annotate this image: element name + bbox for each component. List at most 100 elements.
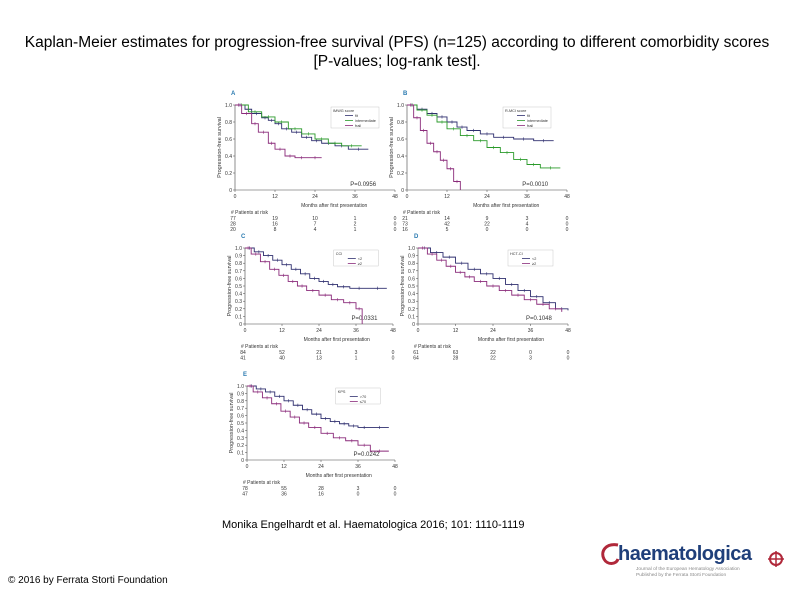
y-tick-label: 0.3 bbox=[408, 299, 415, 305]
legend-entry: ≥2 bbox=[532, 262, 536, 266]
risk-table-cell: 0 bbox=[486, 227, 489, 233]
y-axis-label: Progression-free survival bbox=[400, 256, 406, 317]
panel-letter: B bbox=[403, 91, 408, 97]
y-tick-label: 0.5 bbox=[237, 421, 244, 427]
y-tick-label: 0.4 bbox=[237, 428, 244, 434]
x-axis-label: Months after first presentation bbox=[478, 337, 544, 343]
x-tick-label: 36 bbox=[355, 464, 361, 470]
journal-name: haematologica bbox=[618, 543, 752, 565]
km-panel-a: A00.20.40.60.81.00 12 24 36 48Progression-fr… bbox=[217, 91, 398, 233]
journal-emblem-icon bbox=[768, 551, 784, 567]
km-curve-intermediate bbox=[407, 104, 561, 169]
legend-title: CCI bbox=[336, 252, 343, 256]
risk-table-cell: 19 bbox=[272, 216, 278, 222]
y-axis-label: Progression-free survival bbox=[389, 117, 395, 178]
km-curve-2 bbox=[418, 247, 563, 312]
risk-table-cell: 21 bbox=[402, 216, 408, 222]
y-tick-label: 0.8 bbox=[408, 261, 415, 267]
legend-box bbox=[502, 106, 552, 129]
risk-table-cell: 78 bbox=[242, 486, 248, 492]
p-value: P=0.0331 bbox=[352, 316, 379, 322]
p-value: P=0.0242 bbox=[354, 452, 381, 458]
km-panel-c: C 0 0.10.2 0.30.4 0.5 0.60.7 0.80.9 1.0 0 12 24 36 4… bbox=[227, 234, 396, 362]
journal-swirl-icon bbox=[601, 543, 620, 565]
y-tick-label: 0.2 bbox=[235, 307, 242, 313]
x-axis-label: Months after first presentation bbox=[306, 473, 372, 479]
x-tick-label: 12 bbox=[281, 464, 287, 470]
risk-table-cell: 0 bbox=[394, 227, 397, 233]
legend-entry: <2 bbox=[532, 257, 536, 261]
y-axis-label: Progression-free survival bbox=[227, 256, 233, 317]
panel-letter: A bbox=[231, 91, 236, 97]
x-tick-label: 0 bbox=[244, 328, 247, 334]
risk-table-cell: 22 bbox=[490, 350, 496, 356]
risk-table-cell: 2 bbox=[354, 222, 357, 228]
y-tick-label: 0.2 bbox=[225, 171, 232, 177]
y-tick-label: 0.8 bbox=[235, 261, 242, 267]
x-tick-label: 36 bbox=[353, 328, 359, 334]
y-tick-label: 0.6 bbox=[408, 276, 415, 282]
risk-table-label: # Patients at risk bbox=[231, 210, 268, 216]
x-tick-label: 24 bbox=[490, 328, 496, 334]
risk-table-cell: 52 bbox=[279, 350, 285, 356]
x-axis-label: Months after first presentation bbox=[301, 203, 367, 209]
x-tick-label: 0 bbox=[234, 194, 237, 200]
legend-title: HCT-CI bbox=[510, 252, 523, 256]
risk-table-cell: 0 bbox=[566, 222, 569, 228]
legend-box bbox=[330, 106, 380, 129]
risk-table-cell: 21 bbox=[316, 350, 322, 356]
x-tick-label: 48 bbox=[392, 194, 398, 200]
y-tick-label: 0.9 bbox=[235, 254, 242, 260]
risk-table-cell: 0 bbox=[392, 350, 395, 356]
x-tick-label: 0 bbox=[406, 194, 409, 200]
legend-entry: >70 bbox=[360, 395, 366, 399]
y-tick-label: 0.3 bbox=[237, 436, 244, 442]
risk-table-cell: 0 bbox=[567, 350, 570, 356]
legend-title: IMWG score bbox=[333, 109, 354, 113]
x-axis-label: Months after first presentation bbox=[304, 337, 370, 343]
km-curve-2 bbox=[418, 247, 569, 311]
risk-table-cell: 28 bbox=[230, 222, 236, 228]
y-tick-label: 0.8 bbox=[237, 399, 244, 405]
km-curve-2 bbox=[245, 247, 363, 324]
y-tick-label: 0.6 bbox=[235, 276, 242, 282]
y-tick-label: 1.0 bbox=[397, 103, 404, 109]
x-tick-label: 12 bbox=[272, 194, 278, 200]
y-tick-label: 0.9 bbox=[408, 254, 415, 260]
x-tick-label: 24 bbox=[316, 328, 322, 334]
risk-table-cell: 14 bbox=[444, 216, 450, 222]
y-tick-label: 1.0 bbox=[408, 246, 415, 252]
risk-table-cell: 28 bbox=[318, 486, 324, 492]
y-tick-label: 0.8 bbox=[397, 120, 404, 126]
risk-table-cell: 0 bbox=[394, 216, 397, 222]
x-tick-label: 12 bbox=[444, 194, 450, 200]
y-tick-label: 0 bbox=[412, 322, 415, 328]
risk-table-cell: 3 bbox=[529, 356, 532, 362]
y-tick-label: 0.1 bbox=[235, 314, 242, 320]
legend-entry: fit bbox=[355, 114, 359, 118]
y-tick-label: 0.6 bbox=[397, 137, 404, 143]
panel-letter: C bbox=[241, 234, 246, 240]
y-tick-label: 1.0 bbox=[225, 103, 232, 109]
x-tick-label: 0 bbox=[417, 328, 420, 334]
y-tick-label: 0.1 bbox=[237, 451, 244, 457]
legend-title: R-MCI score bbox=[505, 109, 526, 113]
y-tick-label: 0.1 bbox=[408, 314, 415, 320]
y-tick-label: 0.9 bbox=[237, 391, 244, 397]
copyright: © 2016 by Ferrata Storti Foundation bbox=[8, 575, 168, 586]
legend-entry: fit bbox=[527, 114, 531, 118]
risk-table-cell: 8 bbox=[274, 227, 277, 233]
x-tick-label: 0 bbox=[246, 464, 249, 470]
risk-table-cell: 16 bbox=[318, 492, 324, 498]
y-tick-label: 0.5 bbox=[235, 284, 242, 290]
risk-table-cell: 0 bbox=[529, 350, 532, 356]
journal-tagline-2: Published by the Ferrata Storti Foundati… bbox=[636, 573, 727, 578]
risk-table-label: # Patients at risk bbox=[243, 480, 280, 486]
km-curve-frail bbox=[407, 104, 461, 190]
y-tick-label: 0.7 bbox=[237, 406, 244, 412]
km-curve-2 bbox=[245, 247, 387, 289]
p-value: P=0.1048 bbox=[526, 316, 553, 322]
risk-table-cell: 0 bbox=[392, 356, 395, 362]
x-tick-label: 48 bbox=[390, 328, 396, 334]
x-tick-label: 48 bbox=[564, 194, 570, 200]
